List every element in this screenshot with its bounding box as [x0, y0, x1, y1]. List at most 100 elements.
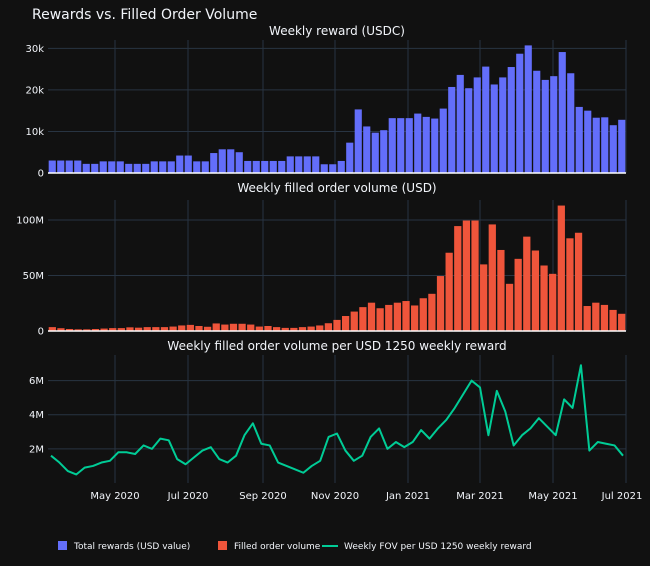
- volume-bar: [342, 316, 350, 331]
- reward-bar: [397, 118, 405, 173]
- reward-bar: [320, 164, 328, 173]
- x-tick-label: Jan 2021: [385, 491, 430, 502]
- reward-bar: [524, 45, 532, 173]
- volume-bar: [333, 319, 341, 331]
- y-tick-label: 50M: [23, 271, 44, 282]
- y-tick-label: 30k: [25, 44, 44, 55]
- reward-bar: [592, 117, 600, 173]
- reward-bar: [609, 125, 617, 173]
- reward-bar: [252, 160, 260, 173]
- volume-bar: [592, 302, 600, 331]
- reward-bar: [201, 161, 209, 173]
- volume-bar: [540, 265, 548, 331]
- panel-title: Weekly filled order volume per USD 1250 …: [167, 339, 506, 353]
- reward-bar: [448, 86, 456, 173]
- reward-bar: [456, 74, 464, 173]
- reward-bar: [388, 118, 396, 173]
- reward-bar: [99, 161, 107, 173]
- reward-bar: [295, 156, 303, 174]
- reward-bar: [82, 163, 90, 173]
- x-tick-label: Mar 2021: [456, 491, 504, 502]
- reward-bar: [346, 142, 354, 173]
- panel-1: Weekly reward (USDC) 0 10k 20k 30k: [25, 24, 626, 180]
- reward-bar: [108, 161, 116, 173]
- volume-bar: [402, 301, 410, 331]
- volume-bar: [178, 325, 186, 331]
- reward-bar: [550, 76, 558, 173]
- y-tick-label: 10k: [25, 127, 44, 138]
- legend-item[interactable]: Weekly FOV per USD 1250 weekly reward: [322, 542, 532, 552]
- volume-bar: [618, 313, 626, 331]
- volume-bar: [247, 324, 255, 331]
- legend-item[interactable]: Filled order volume: [218, 541, 321, 552]
- reward-bar: [125, 163, 133, 173]
- legend-swatch: [58, 541, 67, 550]
- volume-bar: [281, 327, 289, 331]
- reward-bar: [91, 163, 99, 173]
- volume-bar: [609, 309, 617, 331]
- volume-bar: [57, 328, 65, 331]
- volume-bar: [272, 327, 281, 331]
- volume-bar: [531, 250, 540, 331]
- y-tick-label: 0: [38, 327, 44, 338]
- volume-bar: [212, 323, 220, 331]
- legend-label: Total rewards (USD value): [73, 542, 190, 552]
- y-tick-label: 0: [38, 169, 44, 180]
- reward-bar: [184, 155, 192, 173]
- reward-bar: [473, 77, 481, 173]
- reward-bar: [278, 160, 286, 173]
- reward-bar: [422, 116, 430, 173]
- volume-bar: [497, 249, 505, 331]
- reward-bar: [507, 67, 515, 173]
- volume-bar: [65, 329, 74, 331]
- volume-bar: [83, 329, 91, 331]
- panel-3: Weekly filled order volume per USD 1250 …: [29, 339, 626, 476]
- volume-bar: [264, 326, 272, 331]
- volume-bar: [74, 329, 82, 331]
- volume-bar: [186, 324, 194, 331]
- volume-bar: [307, 326, 315, 331]
- volume-bar: [557, 205, 565, 331]
- panel-title: Weekly reward (USDC): [269, 24, 405, 38]
- reward-bar: [286, 156, 294, 174]
- y-tick-label: 100M: [16, 215, 44, 226]
- panel-title: Weekly filled order volume (USD): [237, 181, 436, 195]
- reward-bar: [235, 152, 243, 173]
- reward-bar: [57, 160, 65, 173]
- volume-bar: [316, 325, 324, 331]
- reward-bar: [167, 161, 175, 173]
- reward-bar: [371, 132, 379, 173]
- figure-title: Rewards vs. Filled Order Volume: [32, 7, 257, 23]
- reward-bar: [150, 161, 158, 173]
- reward-bar: [558, 52, 566, 173]
- volume-bar: [169, 326, 177, 331]
- volume-bar: [523, 236, 531, 331]
- x-tick-label: Jul 2020: [167, 491, 209, 502]
- legend-label: Filled order volume: [234, 542, 321, 552]
- reward-bar: [65, 160, 73, 173]
- reward-bar: [74, 160, 82, 173]
- reward-bar: [261, 160, 269, 173]
- reward-bar: [48, 160, 56, 173]
- legend-item[interactable]: Total rewards (USD value): [58, 541, 190, 552]
- volume-bar: [514, 258, 522, 331]
- reward-bar: [218, 149, 226, 173]
- reward-bar: [227, 149, 235, 173]
- reward-bar: [244, 160, 252, 173]
- volume-bar: [549, 273, 557, 331]
- reward-bar: [210, 153, 218, 173]
- volume-bar: [126, 327, 134, 331]
- legend-swatch: [218, 541, 227, 550]
- volume-bar: [488, 224, 496, 331]
- volume-bar: [505, 283, 514, 331]
- volume-bar: [100, 328, 108, 331]
- reward-bar: [176, 155, 184, 173]
- volume-bar: [471, 220, 479, 331]
- volume-bar: [221, 324, 229, 331]
- x-tick-label: Sep 2020: [239, 491, 286, 502]
- volume-bar: [298, 327, 307, 331]
- volume-bar: [203, 326, 212, 331]
- volume-bar: [566, 238, 574, 331]
- volume-bar: [290, 327, 298, 331]
- volume-bar: [583, 306, 591, 331]
